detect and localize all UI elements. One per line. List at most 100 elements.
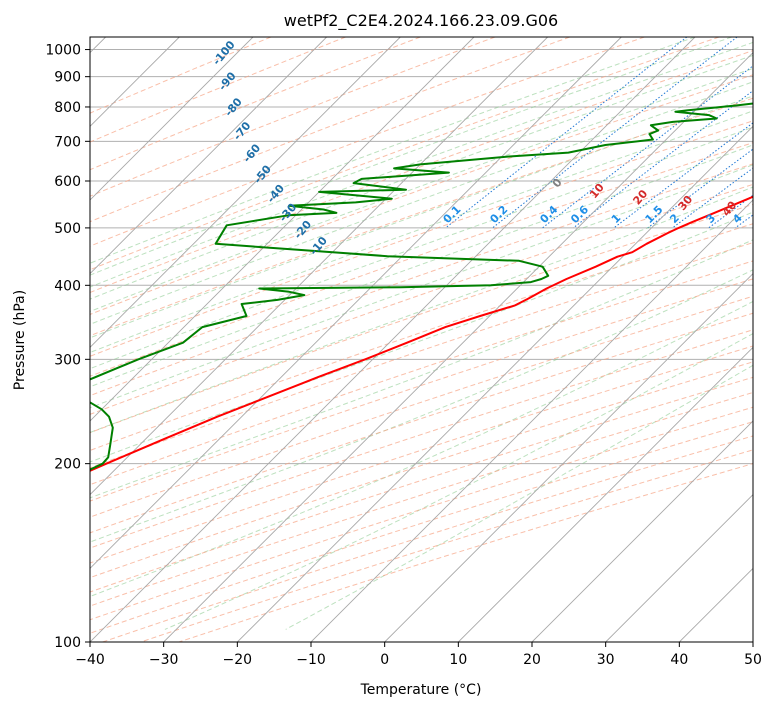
x-tick-label: 0 [380,652,389,668]
y-tick-label: 500 [54,221,81,237]
moist-adiabat-line [90,144,753,388]
isotherm-line [90,37,401,348]
moist-adiabats [90,37,753,630]
x-tick-label: 40 [670,652,688,668]
dry-adiabat-label: -30 [277,201,300,225]
moist-adiabat-line [164,333,753,630]
mixing-ratio-lines [445,37,753,229]
dry-adiabat-line [90,260,753,486]
y-axis-label: Pressure (hPa) [12,290,28,390]
dry-adiabat-line [90,203,753,434]
dry-adiabat-line [90,312,753,534]
y-tick-label: 300 [54,352,81,368]
dry-adiabat-line [90,37,346,143]
dry-adiabat-line [90,242,753,469]
dry-adiabat-label: 10 [587,181,607,201]
moist-adiabat-line [90,41,753,288]
dry-adiabat-line [90,163,753,397]
x-tick-label: −10 [296,652,326,668]
dry-adiabat-line [90,329,753,549]
dry-adiabat-label: -90 [216,69,239,93]
dry-adiabat-label: -20 [291,218,314,242]
moist-adiabat-line [90,164,753,409]
x-tick-label: 10 [449,652,467,668]
moist-adiabat-line [90,95,753,339]
dry-adiabat-line [90,361,753,579]
y-tick-label: 600 [54,174,81,190]
x-tick-label: 50 [744,652,762,668]
mixing-ratio-line [492,37,738,229]
dry-adiabat-label: -60 [241,141,264,165]
mixing-ratio-label: 6 [769,211,775,226]
isotherm-line [90,37,696,642]
y-tick-label: 800 [54,100,81,116]
temperature-profile-line [90,195,753,472]
x-axis-ticks: −40 −30 −20 −10 0 10 20 30 40 50 [75,642,762,668]
dry-adiabat-label: 30 [676,193,696,213]
dry-adiabat-line [90,142,753,377]
y-axis-ticks: 100 200 300 400 500 600 700 800 900 1000 [45,43,90,651]
x-tick-label: 20 [523,652,541,668]
mixing-ratio-line [542,65,753,229]
isotherm-line [90,37,254,201]
dry-adiabat-line [90,376,753,593]
moist-adiabat-line [285,364,753,630]
isotherm-line [605,494,753,642]
dry-adiabat-label: -100 [210,38,238,68]
isotherm-line [163,52,753,642]
mixing-ratio-label: 2 [667,211,682,226]
chart-title: wetPf2_C2E4.2024.166.23.09.G06 [284,11,558,31]
isotherm-line [237,125,753,642]
isotherm-line [531,420,753,642]
dry-adiabats [90,37,753,642]
x-tick-label: −30 [149,652,179,668]
mixing-ratio-line [672,167,753,229]
sounding-profiles [90,102,753,472]
dry-adiabat-label: -40 [264,182,287,206]
y-tick-label: 900 [54,70,81,86]
dry-adiabat-line [90,391,753,607]
x-tick-label: −20 [223,652,253,668]
isotherm-line [90,37,327,275]
moist-adiabat-line [90,37,696,264]
y-tick-label: 400 [54,278,81,294]
y-tick-label: 200 [54,457,81,473]
moist-adiabat-line [90,186,753,434]
mixing-ratio-line [734,214,753,229]
y-tick-label: 100 [54,635,81,651]
line-labels: 0.10.20.40.611.52346810131620253036-100-… [210,38,775,258]
dry-adiabat-line [90,223,753,451]
dry-adiabat-line [90,37,421,171]
dry-adiabat-line [90,37,720,271]
isotherm-line [90,37,475,422]
mixing-ratio-label: 0.1 [441,203,464,226]
y-tick-label: 700 [54,134,81,150]
dry-adiabat-line [90,37,272,114]
x-tick-label: −40 [75,652,105,668]
dry-adiabat-label: -80 [222,95,245,119]
dry-adiabat-line [90,120,753,357]
moist-adiabat-line [90,300,753,597]
moist-adiabat-line [90,126,753,370]
moist-adiabat-line [90,37,732,276]
moist-adiabat-line [90,211,753,463]
dry-adiabat-line [102,435,753,642]
skewed-isotherms [90,37,753,642]
y-tick-label: 1000 [45,43,81,59]
mixing-ratio-label: 0.6 [568,203,591,226]
dry-adiabat-line [178,463,753,642]
dewpoint-profile-line [90,102,753,471]
x-axis-label: Temperature (°C) [360,682,482,698]
isotherm-line [310,199,753,642]
x-tick-label: 30 [597,652,615,668]
dry-adiabat-line [90,37,570,223]
mixing-ratio-line [613,122,753,229]
isotherm-line [752,641,753,642]
mixing-ratio-label: 0.4 [537,203,560,226]
isotherm-line [458,346,753,642]
pressure-gridlines [90,49,753,642]
moist-adiabat-line [90,239,753,499]
plot-area: 0.10.20.40.611.52346810131620253036-100-… [90,37,775,642]
moist-adiabat-line [90,110,753,354]
